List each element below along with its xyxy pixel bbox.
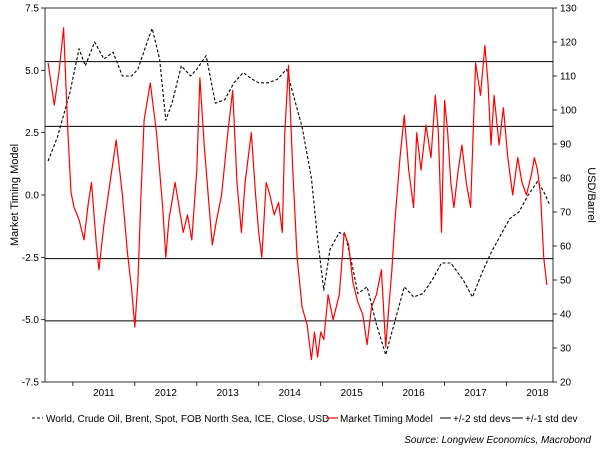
x-tick-label: 2014 — [279, 388, 302, 399]
legend: World, Crude Oil, Brent, Spot, FOB North… — [32, 414, 578, 425]
y-left-tick-label: 5.0 — [25, 66, 39, 77]
legend-label-2std: +/-2 std devs — [453, 414, 511, 425]
y-right-tick-label: 90 — [560, 140, 572, 151]
y-left-tick-label: 7.5 — [25, 4, 39, 15]
y-right-tick-label: 130 — [560, 4, 577, 15]
x-tick-label: 2018 — [526, 388, 549, 399]
y-left-tick-label: -2.5 — [22, 253, 40, 264]
y-right-tick-label: 40 — [560, 310, 572, 321]
x-tick-label: 2016 — [402, 388, 425, 399]
y-right-tick-label: 60 — [560, 242, 572, 253]
x-tick-label: 2013 — [217, 388, 240, 399]
y-left-tick-label: 0.0 — [25, 191, 39, 202]
series-line-1 — [47, 27, 548, 361]
y-axis-right: 130 120 110 100 90 80 70 60 50 40 30 20 — [553, 4, 577, 389]
source-note: Source: Longview Economics, Macrobond — [404, 435, 591, 446]
y-right-tick-label: 100 — [560, 106, 577, 117]
y-left-tick-label: 2.5 — [25, 128, 39, 139]
y-right-tick-label: 50 — [560, 276, 572, 287]
x-axis: 2011 2012 2013 2014 2015 2016 2017 2018 — [72, 382, 549, 399]
x-tick-label: 2015 — [341, 388, 364, 399]
x-tick-label: 2017 — [464, 388, 487, 399]
series-line-0 — [47, 27, 551, 356]
y-left-tick-label: -7.5 — [22, 378, 40, 389]
y-right-tick-label: 80 — [560, 174, 572, 185]
x-tick-label: 2011 — [93, 388, 115, 399]
y-right-tick-label: 20 — [560, 378, 572, 389]
y-right-tick-label: 110 — [560, 72, 576, 83]
y-axis-left: 7.5 5.0 2.5 0.0 -2.5 -5.0 -7.5 — [22, 4, 45, 389]
std-dev-lines — [45, 61, 553, 322]
legend-label-1std: +/-1 std dev — [525, 414, 578, 425]
y-left-tick-label: -5.0 — [22, 315, 40, 326]
legend-label-mtm: Market Timing Model — [340, 414, 433, 425]
series-layer — [47, 27, 551, 361]
y-right-tick-label: 30 — [560, 344, 572, 355]
y-right-tick-label: 70 — [560, 208, 572, 219]
legend-label-brent: World, Crude Oil, Brent, Spot, FOB North… — [46, 414, 329, 425]
y-right-tick-label: 120 — [560, 38, 577, 49]
y-axis-right-title: USD/Barrel — [585, 167, 597, 223]
x-tick-label: 2012 — [155, 388, 178, 399]
y-axis-left-title: Market Timing Model — [9, 144, 21, 246]
